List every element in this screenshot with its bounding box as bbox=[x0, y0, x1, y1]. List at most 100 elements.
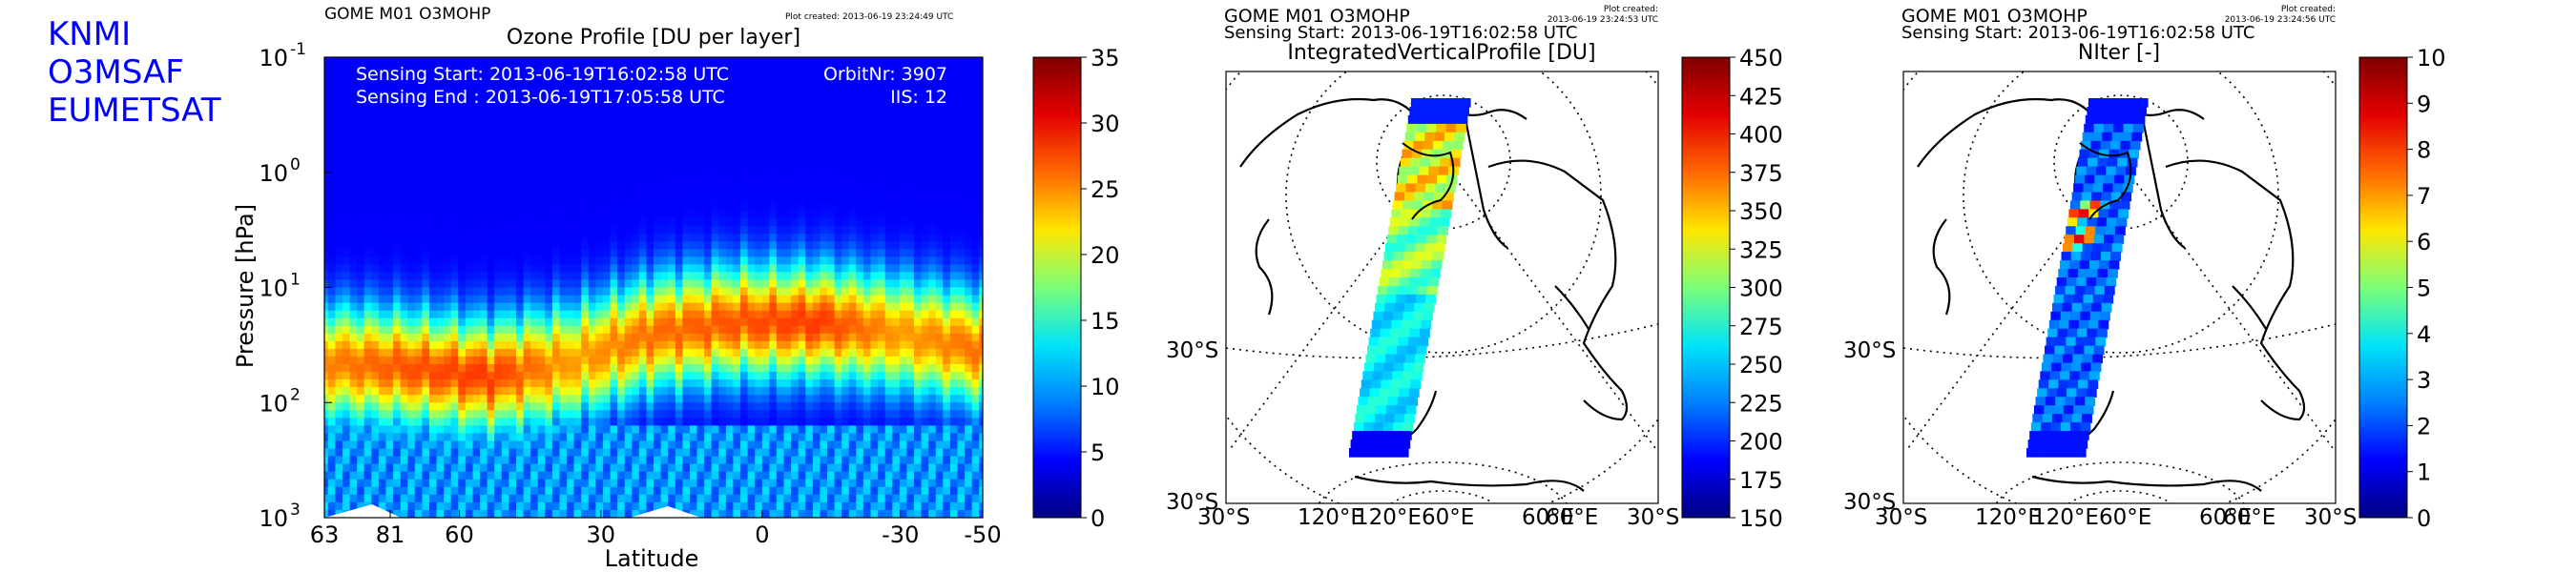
heatmap-cell bbox=[718, 241, 727, 251]
heatmap-cell bbox=[798, 149, 806, 158]
heatmap-cell bbox=[856, 103, 864, 112]
heatmap-cell bbox=[487, 410, 495, 419]
heatmap-cell bbox=[343, 456, 351, 465]
heatmap-cell bbox=[537, 211, 546, 219]
heatmap-cell bbox=[335, 141, 343, 151]
heatmap-cell bbox=[914, 486, 923, 496]
heatmap-cell bbox=[632, 425, 640, 435]
heatmap-cell bbox=[335, 440, 343, 450]
heatmap-cell bbox=[704, 226, 713, 235]
heatmap-cell bbox=[914, 510, 923, 518]
heatmap-cell bbox=[624, 264, 633, 274]
heatmap-cell bbox=[603, 118, 612, 128]
heatmap-cell bbox=[624, 325, 633, 335]
heatmap-cell bbox=[638, 57, 648, 66]
heatmap-cell bbox=[545, 256, 553, 266]
heatmap-cell bbox=[545, 463, 553, 473]
heatmap-cell bbox=[805, 111, 814, 120]
heatmap-cell bbox=[878, 410, 886, 419]
heatmap-cell bbox=[450, 456, 459, 465]
heatmap-cell bbox=[624, 463, 633, 473]
heatmap-cell bbox=[776, 156, 785, 166]
heatmap-cell bbox=[848, 372, 858, 380]
heatmap-cell bbox=[740, 287, 749, 296]
heatmap-cell bbox=[776, 295, 785, 304]
heatmap-cell bbox=[324, 111, 329, 120]
heatmap-cell bbox=[654, 194, 662, 204]
heatmap-cell bbox=[884, 387, 893, 396]
heatmap-cell bbox=[848, 241, 858, 251]
heatmap-cell bbox=[436, 88, 445, 97]
heatmap-cell bbox=[761, 395, 771, 404]
heatmap-cell bbox=[567, 187, 575, 196]
heatmap-cell bbox=[523, 317, 531, 327]
heatmap-cell bbox=[324, 302, 329, 312]
heatmap-cell bbox=[711, 448, 719, 458]
heatmap-cell bbox=[711, 348, 719, 358]
heatmap-cell bbox=[761, 479, 771, 488]
heatmap-cell bbox=[400, 202, 408, 212]
heatmap-cell bbox=[327, 126, 337, 135]
heatmap-cell bbox=[682, 287, 691, 296]
heatmap-cell bbox=[870, 149, 879, 158]
heatmap-cell bbox=[740, 103, 749, 112]
heatmap-cell bbox=[638, 310, 648, 319]
heatmap-cell bbox=[487, 202, 495, 212]
heatmap-cell bbox=[414, 80, 424, 89]
heatmap-cell bbox=[501, 402, 510, 412]
heatmap-cell bbox=[327, 218, 337, 227]
heatmap-cell bbox=[567, 317, 575, 327]
heatmap-cell bbox=[494, 387, 503, 396]
heatmap-cell bbox=[581, 126, 590, 135]
heatmap-cell bbox=[848, 149, 858, 158]
heatmap-cell bbox=[755, 279, 763, 289]
heatmap-cell bbox=[530, 88, 539, 97]
heatmap-cell bbox=[870, 141, 879, 151]
heatmap-cell bbox=[791, 479, 800, 488]
heatmap-cell bbox=[545, 287, 553, 296]
heatmap-cell bbox=[324, 333, 329, 342]
heatmap-cell bbox=[487, 218, 495, 227]
heatmap-cell bbox=[761, 486, 771, 496]
heatmap-cell bbox=[660, 325, 669, 335]
heatmap-cell bbox=[414, 256, 424, 266]
heatmap-cell bbox=[567, 418, 575, 427]
heatmap-cell bbox=[567, 402, 575, 412]
heatmap-cell bbox=[899, 456, 908, 465]
heatmap-cell bbox=[429, 317, 438, 327]
heatmap-cell bbox=[349, 202, 358, 212]
heatmap-cell bbox=[906, 463, 915, 473]
heatmap-cell bbox=[545, 348, 553, 358]
heatmap-cell bbox=[892, 295, 901, 304]
heatmap-cell bbox=[458, 486, 467, 496]
heatmap-cell bbox=[884, 187, 893, 196]
heatmap-cell bbox=[827, 241, 836, 251]
heatmap-cell bbox=[422, 211, 430, 219]
heatmap-cell bbox=[820, 372, 828, 380]
heatmap-cell bbox=[914, 65, 923, 73]
heatmap-cell bbox=[884, 156, 893, 166]
heatmap-cell bbox=[841, 387, 850, 396]
heatmap-cell bbox=[501, 118, 510, 128]
heatmap-cell bbox=[559, 340, 568, 350]
heatmap-cell bbox=[603, 187, 612, 196]
heatmap-cell bbox=[783, 256, 792, 266]
heatmap-cell bbox=[385, 317, 394, 327]
heatmap-cell bbox=[675, 256, 684, 266]
heatmap-cell bbox=[595, 95, 604, 105]
heatmap-cell bbox=[848, 256, 858, 266]
heatmap-cell bbox=[516, 348, 525, 358]
heatmap-cell bbox=[588, 88, 597, 97]
heatmap-cell bbox=[660, 395, 669, 404]
heatmap-cell bbox=[400, 402, 408, 412]
heatmap-cell bbox=[610, 387, 618, 396]
heatmap-cell bbox=[371, 494, 380, 503]
heatmap-cell bbox=[654, 241, 662, 251]
heatmap-cell bbox=[725, 264, 735, 274]
heatmap-cell bbox=[769, 211, 778, 219]
heatmap-cell bbox=[805, 133, 814, 143]
heatmap-cell bbox=[551, 317, 561, 327]
heatmap-cell bbox=[725, 57, 735, 66]
heatmap-cell bbox=[878, 501, 886, 511]
heatmap-cell bbox=[444, 510, 452, 518]
